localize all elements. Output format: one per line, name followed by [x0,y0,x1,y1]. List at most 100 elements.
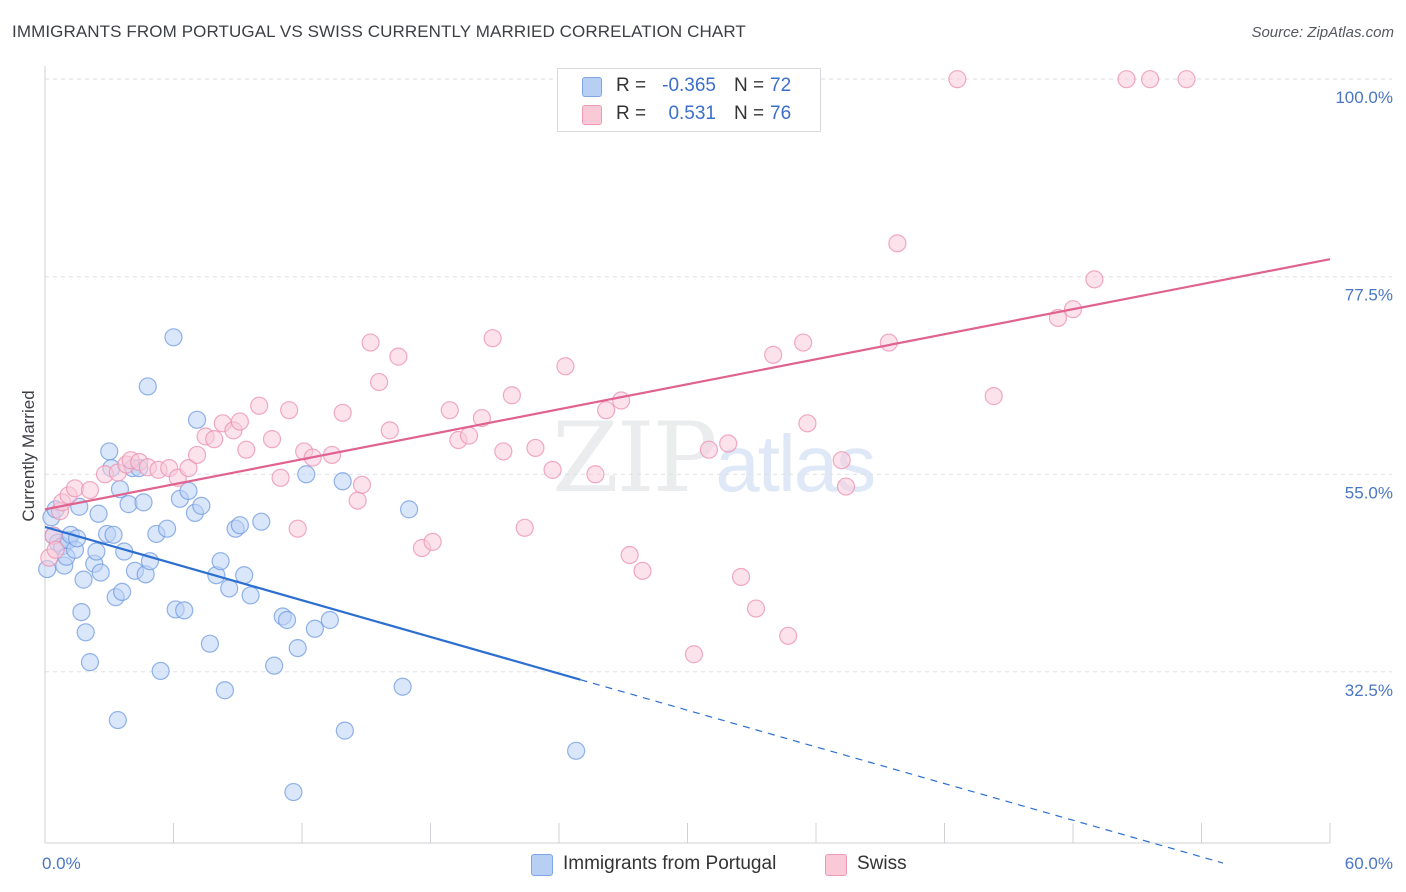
x-tick-label: 60.0% [1345,854,1393,873]
point-swiss [543,460,562,479]
point-swiss [1085,270,1104,289]
point-portugal [241,586,260,605]
point-swiss [333,403,352,422]
point-swiss [948,70,967,89]
point-portugal [220,579,239,598]
point-swiss [684,645,704,664]
point-swiss [984,387,1003,406]
point-swiss [779,626,798,645]
point-swiss [271,468,290,487]
point-swiss [280,401,299,420]
stats-legend: R = -0.365 N = 72 R = 0.531 N = 76 [557,68,821,132]
n-value: 76 [770,103,792,124]
point-swiss [888,234,907,253]
point-swiss [515,518,534,537]
source-label: Source: ZipAtlas.com [1251,24,1394,41]
point-swiss [879,333,898,352]
tick-labels: 32.5% 55.0% 77.5% 100.0% 0.0% 60.0% [42,88,1393,873]
point-portugal [211,552,230,571]
point-portugal [215,681,234,700]
point-swiss [836,477,856,496]
point-portugal [265,656,284,675]
point-portugal [335,721,354,740]
point-portugal [104,525,123,544]
point-portugal [112,582,132,602]
point-portugal [187,410,207,429]
point-portugal [320,610,339,630]
watermark-zip: ZIP [552,402,717,514]
point-swiss [472,408,491,428]
y-tick-label: 77.5% [1345,286,1393,305]
point-portugal [89,504,108,523]
point-portugal [399,500,419,519]
r-value: 0.531 [668,103,716,124]
point-swiss [380,421,399,440]
point-portugal [91,563,110,582]
r-value: -0.365 [662,75,716,96]
point-swiss [556,357,575,376]
point-swiss [65,479,85,498]
point-portugal [333,472,352,491]
point-swiss [423,532,442,551]
point-swiss [1177,70,1196,89]
point-swiss [597,401,616,420]
point-portugal [119,495,138,514]
point-portugal [230,516,249,535]
point-portugal [134,493,153,512]
point-portugal [288,638,307,658]
point-swiss [389,347,408,366]
stats-legend-row-swiss: R = 0.531 N = 76 [558,101,820,127]
point-portugal [138,377,157,396]
point-portugal [393,677,412,696]
point-swiss [612,391,631,410]
point-portugal [72,602,91,622]
point-swiss [586,465,605,484]
trend-line-portugal [44,525,581,681]
trend-lines [44,258,1331,864]
point-portugal [164,328,183,347]
point-portugal [87,542,106,561]
n-label: N = [734,75,765,96]
point-portugal [76,623,95,642]
point-swiss [719,434,738,453]
point-swiss [230,412,249,431]
point-swiss [46,540,65,559]
stats-legend-row-portugal: R = -0.365 N = 72 [558,73,820,99]
axes [44,66,1331,844]
point-swiss [237,440,256,459]
point-swiss [798,414,817,433]
n-label: N = [734,103,765,124]
point-swiss [348,491,367,510]
point-portugal [192,496,211,515]
point-portugal [305,619,324,638]
point-swiss [205,430,224,449]
point-swiss [633,561,652,580]
point-swiss [494,442,513,461]
point-portugal [284,782,303,802]
point-swiss [794,333,813,352]
series-legend: Immigrants from Portugal Swiss [0,852,1406,880]
data-points [38,70,1196,802]
point-swiss [250,396,269,415]
trend-line-swiss [44,258,1331,511]
point-portugal [567,741,586,760]
legend-label-portugal: Immigrants from Portugal [563,853,777,874]
r-label: R = [616,75,647,96]
legend-swatch-portugal [582,77,602,97]
legend-label-swiss: Swiss [857,853,907,874]
point-swiss [1140,70,1160,89]
point-swiss [361,333,380,352]
point-portugal [140,552,160,571]
n-value: 72 [770,75,792,96]
y-tick-label: 55.0% [1345,483,1393,502]
chart-title: IMMIGRANTS FROM PORTUGAL VS SWISS CURREN… [12,22,746,41]
point-portugal [252,512,271,531]
y-tick-label: 100.0% [1335,88,1393,107]
point-swiss [352,475,372,494]
legend-swatch-swiss [582,105,602,125]
r-label: R = [616,103,647,124]
x-tick-label: 0.0% [42,854,81,873]
point-swiss [746,599,766,618]
y-axis-label: Currently Married [19,390,38,521]
